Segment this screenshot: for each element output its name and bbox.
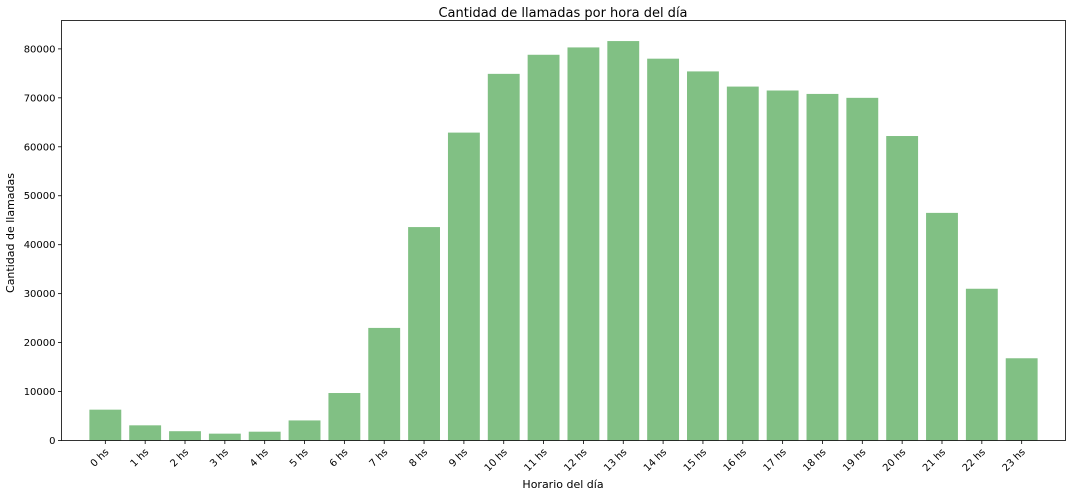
bar-16-hs: [726, 86, 759, 441]
x-tick-label: 18 hs: [801, 447, 828, 474]
bar-5-hs: [288, 420, 321, 441]
x-tick-label: 4 hs: [248, 447, 271, 470]
plot-frame: [61, 20, 1066, 441]
x-axis-label: Horario del día: [522, 478, 603, 491]
bar-13-hs: [607, 41, 640, 441]
y-tick-label: 50000: [24, 191, 56, 202]
x-axis-ticks: 0 hs 1 hs 2 hs 3 hs 4 hs 5 hs 6 hs 7 hs 8 hs 9 hs…: [89, 440, 1028, 474]
x-tick-label: 11 hs: [523, 447, 550, 474]
bar-14-hs: [647, 58, 680, 441]
y-tick-label: 40000: [24, 240, 56, 251]
bar-2-hs: [169, 431, 201, 441]
bar-19-hs: [846, 97, 879, 441]
bar-1-hs: [129, 425, 162, 441]
bar-8-hs: [408, 227, 440, 441]
bar-18-hs: [806, 93, 839, 441]
x-tick-label: 17 hs: [762, 447, 789, 474]
bar-0-hs: [89, 409, 122, 441]
x-tick-label: 21 hs: [921, 447, 948, 474]
bar-10-hs: [487, 73, 520, 441]
y-tick-label: 60000: [24, 142, 56, 153]
x-tick-label: 20 hs: [881, 447, 908, 474]
x-tick-label: 2 hs: [168, 447, 191, 470]
bar-15-hs: [687, 71, 719, 441]
x-tick-label: 0 hs: [89, 447, 112, 470]
bar-7-hs: [368, 327, 401, 441]
bars-group: [89, 41, 1038, 441]
x-tick-label: 14 hs: [642, 447, 669, 474]
bar-12-hs: [567, 47, 600, 441]
y-axis-ticks: 0 10000 20000 30000 40000 50000 60000 70000 8000…: [24, 44, 62, 447]
x-tick-label: 6 hs: [328, 447, 351, 470]
chart-title: Cantidad de llamadas por hora del día: [438, 6, 687, 21]
x-tick-label: 7 hs: [368, 447, 391, 470]
x-tick-label: 23 hs: [1001, 447, 1028, 474]
y-tick-label: 20000: [24, 338, 56, 349]
y-tick-label: 80000: [24, 44, 56, 55]
bar-17-hs: [766, 90, 799, 441]
x-tick-label: 1 hs: [129, 447, 152, 470]
x-tick-label: 8 hs: [407, 447, 430, 470]
x-tick-label: 19 hs: [841, 447, 868, 474]
y-tick-label: 10000: [24, 387, 56, 398]
x-tick-label: 5 hs: [288, 447, 311, 470]
y-tick-label: 70000: [24, 93, 56, 104]
bar-9-hs: [447, 132, 480, 441]
y-tick-label: 30000: [24, 289, 56, 300]
bar-3-hs: [208, 433, 241, 441]
x-tick-label: 15 hs: [682, 447, 709, 474]
x-tick-label: 12 hs: [562, 447, 589, 474]
x-tick-label: 10 hs: [483, 447, 510, 474]
x-tick-label: 9 hs: [447, 447, 470, 470]
bar-20-hs: [886, 136, 919, 441]
bar-23-hs: [1005, 358, 1038, 441]
x-tick-label: 22 hs: [961, 447, 988, 474]
bar-4-hs: [248, 431, 281, 441]
y-tick-label: 0: [49, 436, 55, 447]
bar-6-hs: [328, 393, 361, 441]
bar-22-hs: [965, 288, 998, 441]
bar-11-hs: [527, 54, 560, 441]
y-axis-label: Cantidad de llamadas: [4, 173, 17, 293]
x-tick-label: 16 hs: [722, 447, 749, 474]
x-tick-label: 13 hs: [602, 447, 629, 474]
bar-21-hs: [926, 212, 958, 441]
x-tick-label: 3 hs: [208, 447, 231, 470]
